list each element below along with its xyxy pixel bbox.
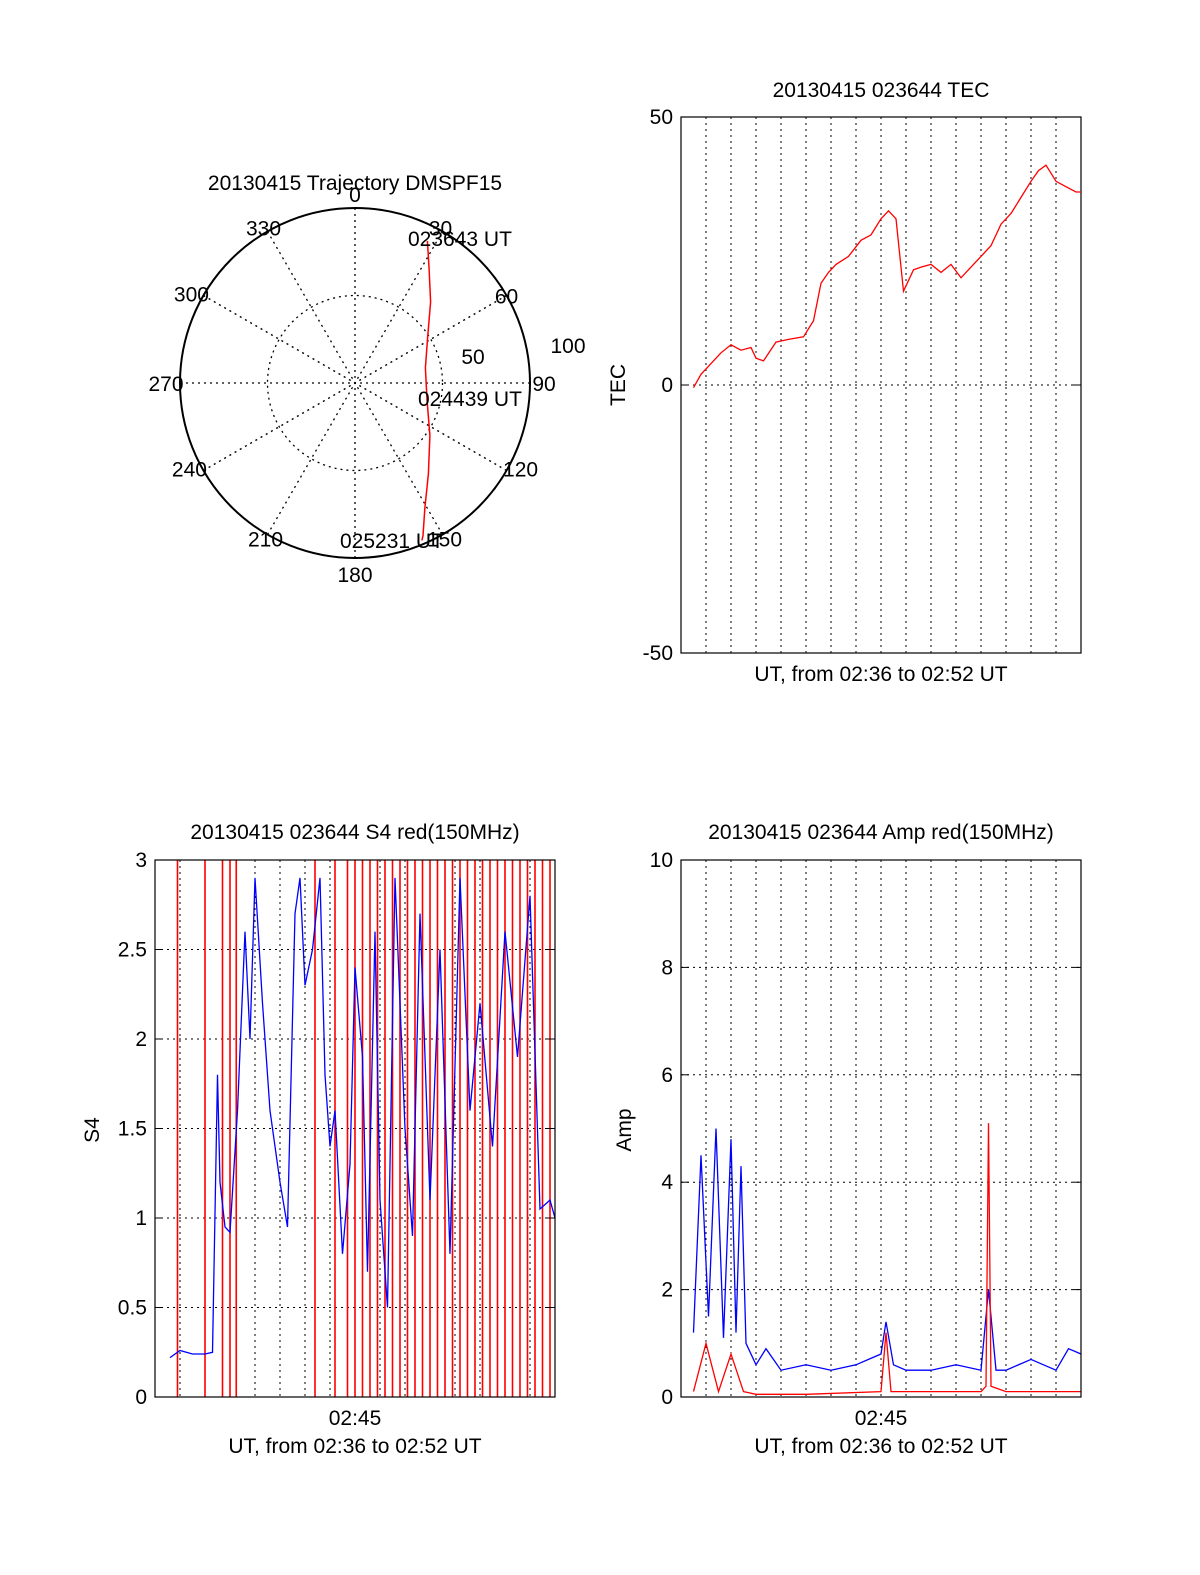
polar-azimuth-label: 270	[148, 373, 183, 396]
polar-title: 20130415 Trajectory DMSPF15	[208, 172, 502, 195]
amp-title: 20130415 023644 Amp red(150MHz)	[708, 821, 1054, 844]
s4-ytick-label: 2.5	[118, 939, 147, 962]
s4-blue-series-line	[169, 877, 556, 1359]
tec-grid	[681, 117, 1081, 653]
polar-azimuth-label: 0	[349, 184, 361, 207]
s4-title: 20130415 023644 S4 red(150MHz)	[190, 821, 519, 844]
s4-ytick-label: 0.5	[118, 1297, 147, 1320]
polar-radial-label-100: 100	[550, 335, 585, 358]
tec-title: 20130415 023644 TEC	[773, 79, 990, 102]
polar-annotation-end: 025231 UT	[340, 530, 444, 553]
amp-red-series-line	[692, 1123, 1081, 1395]
polar-inner-circle	[266, 294, 444, 472]
polar-azimuth-label: 90	[532, 373, 555, 396]
amp-axes-frame	[680, 859, 1082, 1398]
polar-annotation-mid: 024439 UT	[418, 388, 522, 411]
polar-azimuth-label: 150	[427, 529, 462, 552]
polar-azimuth-labels: 0 30 60 90 120 150 180 210 240 270 300 330	[148, 184, 555, 587]
polar-azimuth-label: 240	[172, 459, 207, 482]
polar-azimuth-label: 330	[246, 217, 281, 240]
polar-panel: 20130415 Trajectory DMSPF15 0 30 60 90 120 15…	[148, 172, 585, 587]
amp-blue-series-line	[692, 1128, 1082, 1372]
amp-xlabel: UT, from 02:36 to 02:52 UT	[754, 1435, 1007, 1458]
polar-azimuth-label: 120	[503, 459, 538, 482]
tec-y-ticks: 50 0 -50	[643, 106, 1081, 665]
s4-xtick-label: 02:45	[329, 1407, 382, 1430]
tec-ytick-label: -50	[643, 642, 673, 665]
amp-ytick-label: 4	[661, 1171, 673, 1194]
polar-azimuth-label: 300	[174, 284, 209, 307]
tec-series-line	[692, 164, 1081, 389]
polar-azimuth-label: 30	[429, 217, 452, 240]
amp-panel: 20130415 023644 Amp red(150MHz) 0246810 …	[613, 821, 1082, 1458]
polar-azimuth-label: 180	[337, 564, 372, 587]
amp-ylabel: Amp	[613, 1108, 636, 1151]
polar-spoke	[266, 231, 444, 535]
polar-radial-label-50: 50	[461, 346, 484, 369]
polar-azimuth-label: 60	[495, 286, 518, 309]
amp-grid	[681, 860, 1081, 1397]
tec-panel: 20130415 023644 TEC 50 0 -50 UT, from 02:3…	[607, 79, 1082, 686]
amp-xtick-label: 02:45	[855, 1407, 908, 1430]
amp-y-ticks: 0 2 4 6 8 10	[650, 849, 1081, 1409]
amp-ytick-label: 6	[661, 1064, 673, 1087]
s4-ytick-label: 3	[135, 849, 147, 872]
s4-x-ticks: 02:45	[329, 1407, 382, 1430]
tec-ytick-label: 50	[650, 106, 673, 129]
amp-ytick-label: 8	[661, 956, 673, 979]
s4-ytick-label: 1.5	[118, 1118, 147, 1141]
polar-trajectory-line	[421, 240, 432, 541]
tec-xlabel: UT, from 02:36 to 02:52 UT	[754, 663, 1007, 686]
tec-ytick-label: 0	[661, 374, 673, 397]
s4-ytick-label: 0	[135, 1386, 147, 1409]
polar-azimuth-label: 210	[248, 529, 283, 552]
s4-y-ticks: 0 0.5 1 1.5 2 2.5 3	[118, 849, 555, 1409]
amp-x-ticks: 02:45	[855, 1407, 908, 1430]
amp-ytick-label: 2	[661, 1279, 673, 1302]
amp-ytick-label: 10	[650, 849, 673, 872]
s4-ylabel: S4	[81, 1117, 104, 1143]
s4-panel: 20130415 023644 S4 red(150MHz) 0 0.5 1 1.5 2…	[81, 821, 556, 1458]
amp-ytick-label: 0	[661, 1386, 673, 1409]
s4-xlabel: UT, from 02:36 to 02:52 UT	[228, 1435, 481, 1458]
s4-ytick-label: 1	[135, 1207, 147, 1230]
polar-annotation-start: 023643 UT	[408, 228, 512, 251]
s4-ytick-label: 2	[135, 1028, 147, 1051]
tec-ylabel: TEC	[607, 364, 630, 406]
polar-spokes	[180, 208, 530, 558]
